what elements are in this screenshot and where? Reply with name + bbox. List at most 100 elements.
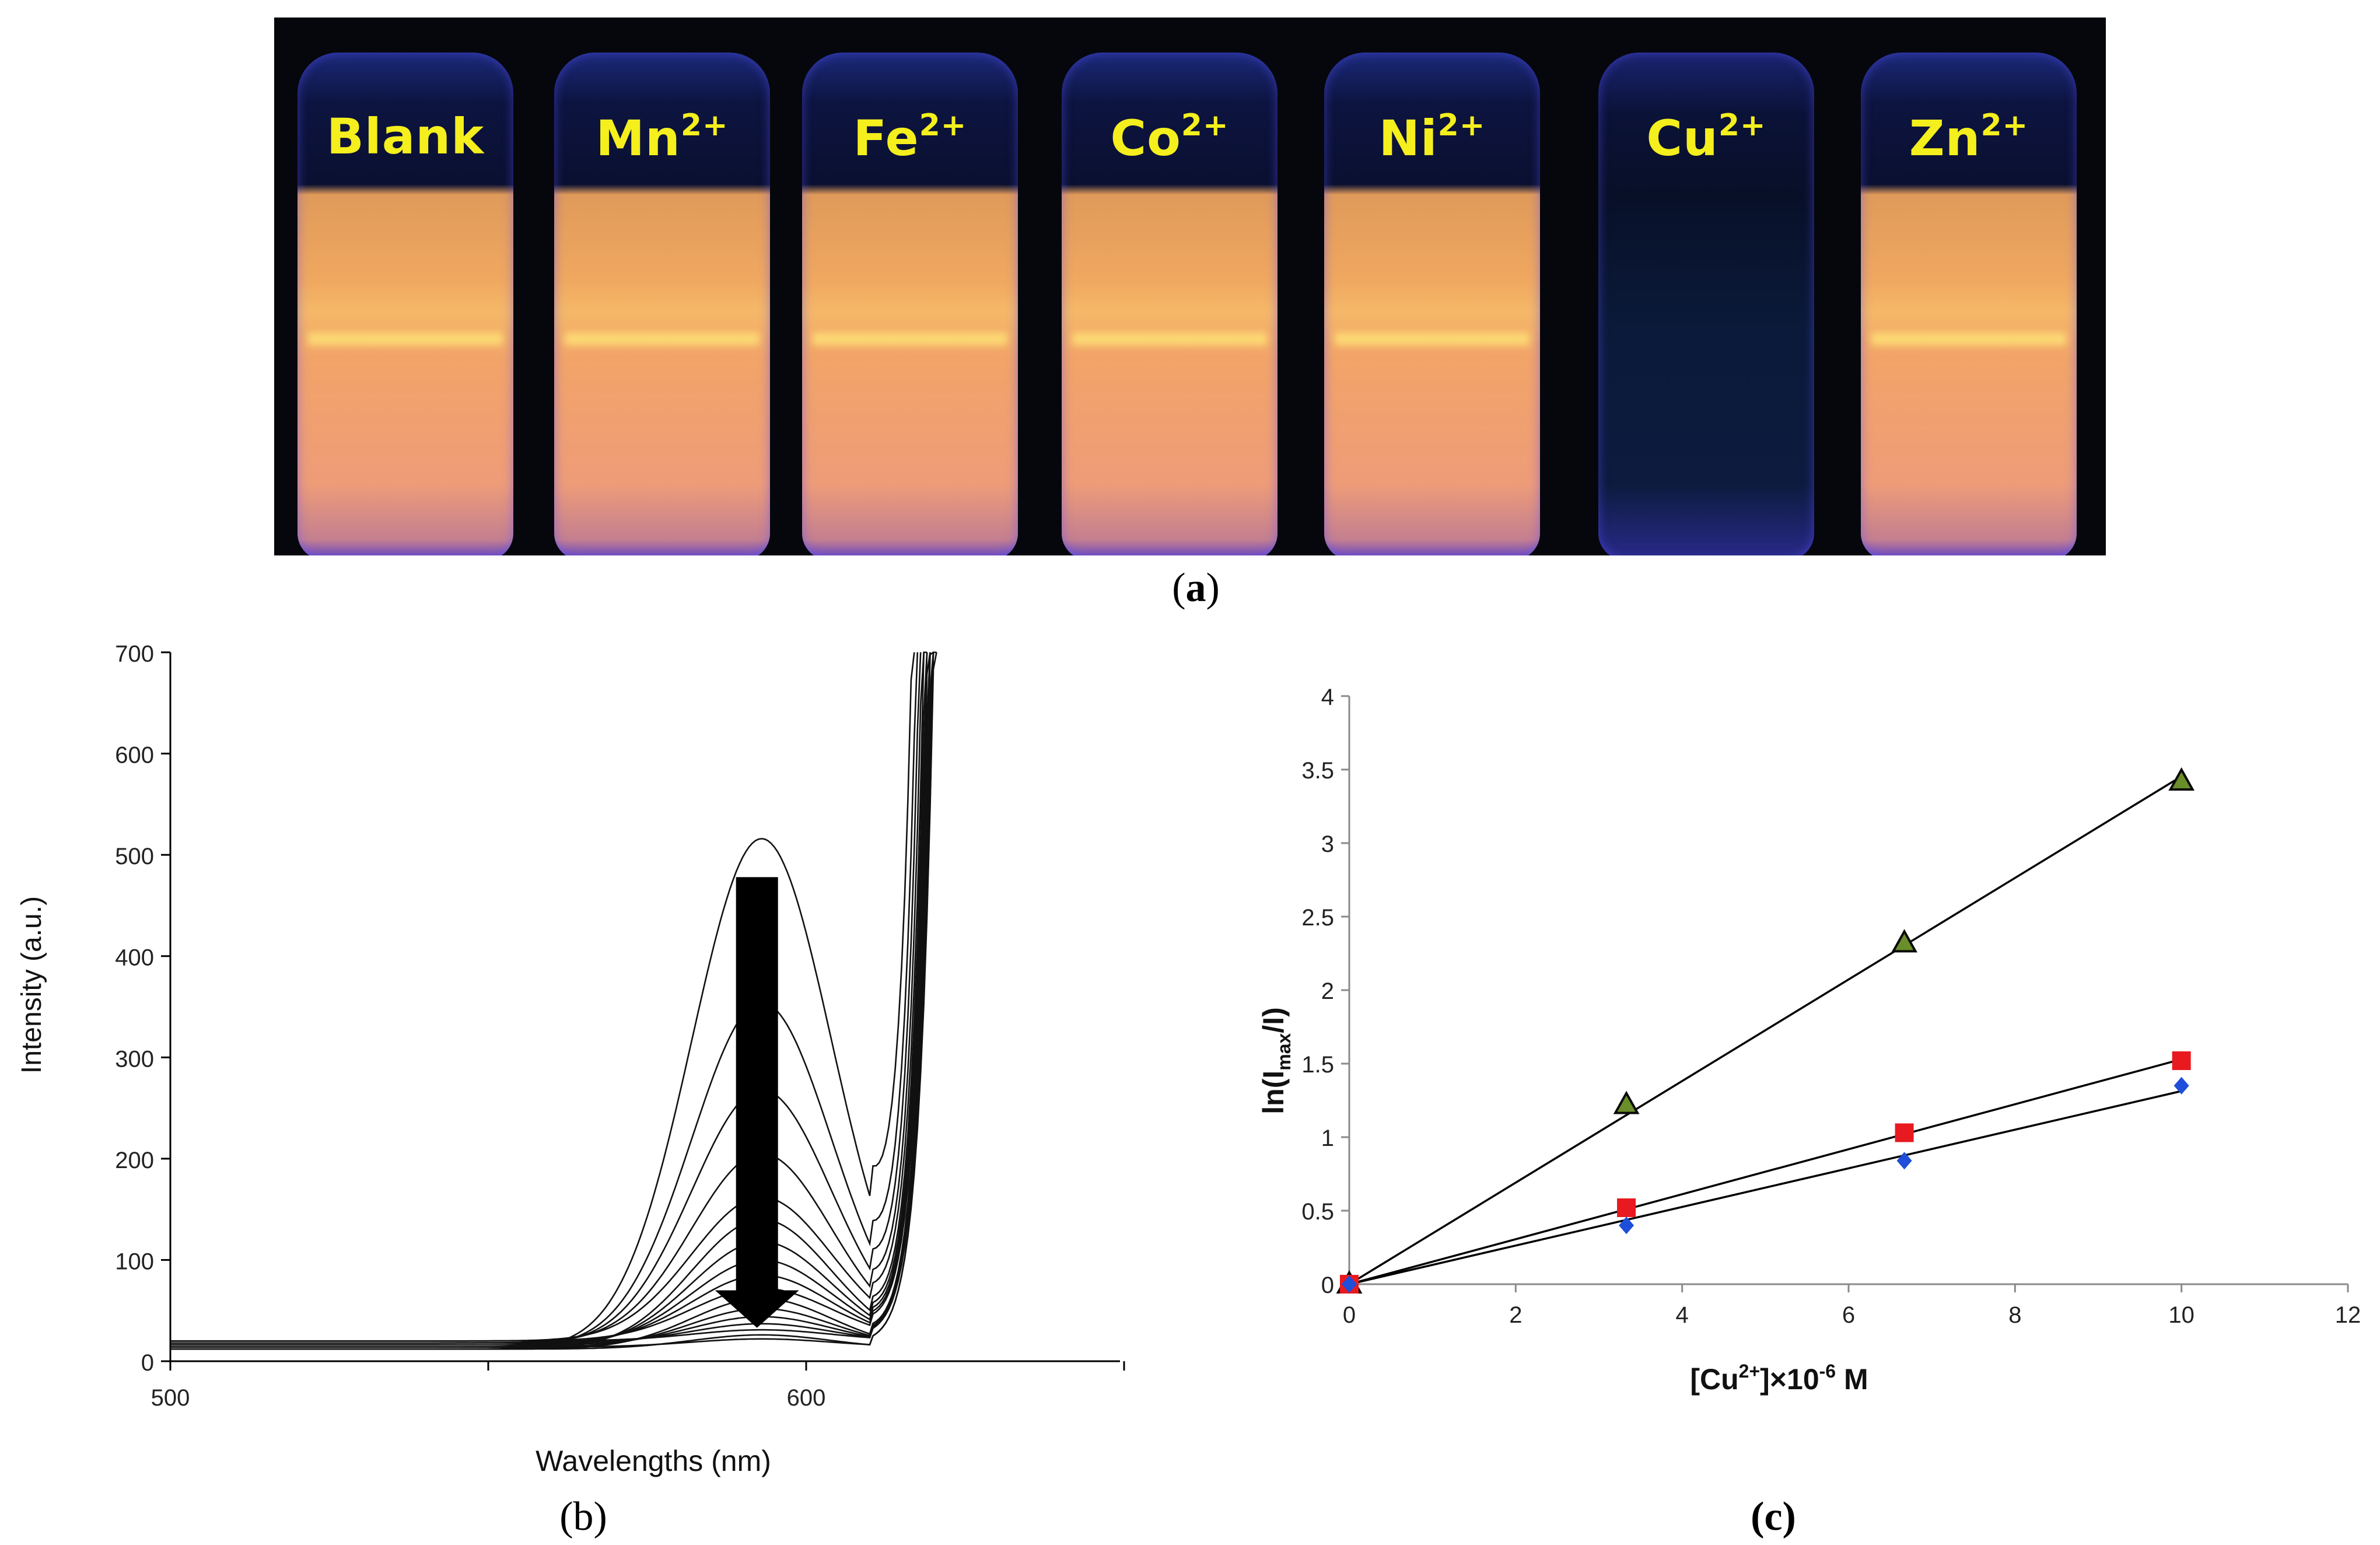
data-point-square	[1617, 1198, 1636, 1217]
vial-label: Cu2+	[1598, 108, 1814, 167]
data-point-triangle	[1613, 1090, 1640, 1114]
emission-spectra-chart: 0 100 200 300 400 500 600 700 500 600 Intensity (…	[16, 641, 1125, 1477]
x-tick-label: 4	[1676, 1302, 1689, 1328]
vial-label: Zn2+	[1861, 108, 2077, 167]
vial-label-ion: Ni	[1378, 110, 1438, 167]
vial-label-ion: Co	[1110, 110, 1181, 167]
vial-label-charge: 2+	[919, 108, 967, 143]
spectrum-curve	[170, 652, 935, 1344]
fit-line-triangle	[1349, 775, 2182, 1285]
spectrum-curve	[170, 652, 935, 1342]
vials-photo: Blank Mn2+ Fe2+ Co2+ Ni2+ Cu2+ Zn2+	[274, 18, 2106, 555]
vial-light-band	[1072, 333, 1267, 345]
vial-label-ion: Fe	[853, 110, 919, 167]
data-point-square	[2172, 1051, 2191, 1070]
data-point-square	[1895, 1123, 1914, 1142]
vial-label-ion: Cu	[1646, 110, 1718, 167]
vial-label: Blank	[298, 108, 513, 165]
vial-light-band	[813, 333, 1007, 345]
spectrum-curve	[170, 651, 934, 1350]
y-tick-label: 300	[115, 1046, 154, 1072]
spectrum-curve	[170, 652, 937, 1348]
x-tick-label: 12	[2335, 1302, 2361, 1328]
spectrum-curve	[170, 652, 928, 1350]
vial-label-ion: Zn	[1909, 110, 1981, 167]
fit-line-square	[1349, 1058, 2182, 1285]
spectra-plot-area: 0 100 200 300 400 500 600 700 500 600	[115, 641, 1125, 1411]
panel-c-label: (c)	[1751, 1494, 1796, 1539]
vial-light-band	[565, 333, 760, 345]
spectrum-curve	[170, 652, 931, 1346]
fit-line-diamond	[1349, 1090, 2182, 1285]
vial-cu: Cu2+	[1598, 53, 1814, 555]
y-tick-label: 700	[115, 641, 154, 667]
vial-light-band	[308, 333, 503, 345]
y-tick-label: 0	[141, 1350, 154, 1376]
y-tick-label: 600	[115, 743, 154, 768]
data-point-diamond	[1619, 1217, 1634, 1235]
vial-label-charge: 2+	[1437, 108, 1486, 143]
spectrum-curve	[170, 651, 937, 1350]
vial-zn: Zn2+	[1861, 53, 2077, 555]
x-tick-label: 500	[151, 1385, 190, 1411]
y-tick-label: 0	[1321, 1273, 1334, 1298]
calibration-plot-area: 0 0.5 1 1.5 2 2.5 3 3.5 4 0 2 4 6 8 10 12	[1301, 684, 2361, 1328]
y-tick-label: 0.5	[1301, 1199, 1334, 1225]
data-point-diamond	[1896, 1152, 1912, 1170]
vial-label-charge: 2+	[1181, 108, 1229, 143]
y-axis-label: ln(Imax/I)	[1257, 1007, 1294, 1114]
vial-mn: Mn2+	[554, 53, 770, 555]
panel-b-label: (b)	[559, 1494, 607, 1539]
y-tick-label: 1.5	[1301, 1052, 1334, 1078]
vial-label-charge: 2+	[1718, 108, 1766, 143]
y-tick-label: 100	[115, 1249, 154, 1274]
spectrum-curve	[170, 651, 928, 1342]
stern-volmer-chart: 0 0.5 1 1.5 2 2.5 3 3.5 4 0 2 4 6 8 10 12 ln(Imax/I) [C…	[1257, 684, 2361, 1396]
decrease-arrow-shaft	[736, 877, 778, 1291]
vial-label-charge: 2+	[1980, 108, 2029, 143]
y-axis-label: Intensity (a.u.)	[16, 896, 47, 1074]
x-axis-label: Wavelengths (nm)	[536, 1445, 771, 1477]
vial-fe: Fe2+	[802, 53, 1018, 555]
y-tick-label: 3	[1321, 831, 1334, 857]
data-point-triangle	[2168, 767, 2195, 791]
y-tick-label: 2	[1321, 978, 1334, 1004]
spectrum-curve	[170, 652, 935, 1346]
x-tick-label: 600	[787, 1385, 826, 1411]
y-tick-label: 1	[1321, 1125, 1334, 1151]
spectrum-curve	[170, 652, 935, 1348]
vial-label-charge: 2+	[680, 108, 729, 143]
x-tick-label: 10	[2168, 1302, 2194, 1328]
y-tick-label: 400	[115, 945, 154, 971]
vial-label: Fe2+	[802, 108, 1018, 167]
y-tick-label: 500	[115, 844, 154, 869]
x-tick-label: 6	[1842, 1302, 1855, 1328]
x-tick-label: 0	[1343, 1302, 1356, 1328]
x-axis-label: [Cu2+]×10-6 M	[1690, 1361, 1868, 1396]
y-tick-label: 2.5	[1301, 905, 1334, 931]
spectrum-curve	[170, 652, 931, 1342]
data-point-diamond	[1342, 1275, 1357, 1293]
spectrum-curve	[170, 652, 922, 1346]
vial-label: Ni2+	[1324, 108, 1540, 167]
y-tick-label: 4	[1321, 684, 1334, 710]
vial-co: Co2+	[1062, 53, 1278, 555]
spectrum-curve	[170, 652, 928, 1348]
data-point-triangle	[1891, 929, 1917, 953]
y-tick-label: 3.5	[1301, 758, 1334, 784]
x-tick-label: 8	[2008, 1302, 2021, 1328]
spectrum-curve	[170, 652, 931, 1344]
vial-label-ion: Blank	[326, 108, 485, 165]
spectrum-curve	[170, 652, 915, 1350]
spectrum-curve	[170, 652, 925, 1344]
vial-light-band	[1871, 333, 2066, 345]
vial-label: Co2+	[1062, 108, 1278, 167]
y-tick-label: 200	[115, 1148, 154, 1173]
data-point-diamond	[2174, 1076, 2189, 1095]
vial-label-ion: Mn	[596, 110, 681, 167]
vial-ni: Ni2+	[1324, 53, 1540, 555]
decrease-arrow-head	[715, 1290, 799, 1328]
vial-light-band	[1335, 333, 1530, 345]
vial-label: Mn2+	[554, 108, 770, 167]
panel-a-label: (a)	[1172, 565, 1220, 610]
